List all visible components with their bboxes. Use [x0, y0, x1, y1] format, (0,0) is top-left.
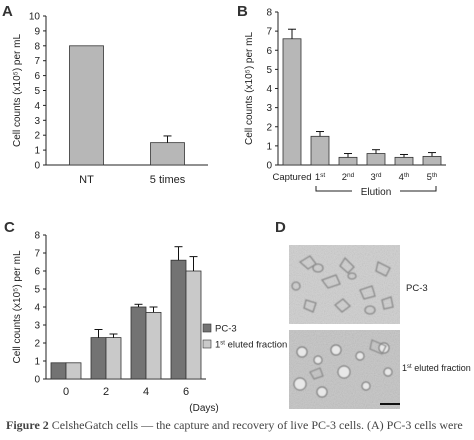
chart-a-y-tick-label: 0	[34, 161, 40, 172]
chart-a-y-tick-label: 2	[34, 131, 40, 142]
micrograph-panel: PC-3 1st eluted fraction	[289, 245, 471, 409]
chart-a-y-tick-label: 1	[34, 146, 40, 157]
chart-c-x-axis-label: (Days)	[189, 403, 218, 414]
chart-c-bar	[90, 337, 107, 380]
caption-figure-label: Figure 2	[6, 418, 49, 432]
chart-b-bar	[282, 38, 302, 166]
panel-letter-c: C	[4, 219, 15, 236]
chart-c-y-tick-label: 0	[34, 375, 40, 386]
chart-a-y-axis-label: Cell counts (x10⁵) per mL	[12, 34, 23, 148]
chart-b-y-tick-label: 3	[266, 103, 272, 114]
chart-c-y-tick-label: 4	[34, 303, 40, 314]
chart-c-y-tick-label: 2	[34, 339, 40, 350]
chart-a-y-tick-label: 4	[34, 101, 40, 112]
chart-b-group-label: Elution	[361, 187, 392, 198]
chart-c-bar	[65, 362, 82, 380]
chart-a-y-tick-label: 6	[34, 71, 40, 82]
chart-c-y-tick-label: 6	[34, 267, 40, 278]
figure-caption: Figure 2 CelsheGatch cells — the capture…	[6, 418, 474, 440]
chart-c-bar	[50, 362, 67, 380]
chart-b-y-tick-label: 4	[266, 84, 272, 95]
chart-c-bar	[145, 311, 162, 380]
chart-b-y-tick-label: 0	[266, 161, 272, 172]
chart-b-y-axis-label: Cell counts (x10⁵) per mL	[244, 32, 255, 146]
micrograph-label-eluted: 1st eluted fraction	[402, 363, 471, 373]
chart-a-y-tick-label: 7	[34, 56, 40, 67]
chart-b-bar	[366, 153, 386, 166]
micrograph-pc3	[289, 245, 400, 324]
chart-a-y-tick-label: 3	[34, 116, 40, 127]
chart-c-legend-swatch	[202, 323, 212, 333]
chart-c-y-tick-label: 8	[34, 231, 40, 242]
chart-c-y-tick-label: 7	[34, 249, 40, 260]
chart-c-bar	[170, 259, 187, 380]
chart-b-x-tick-label: 2nd	[342, 172, 355, 184]
chart-b-y-tick-label: 1	[266, 141, 272, 152]
chart-c-x-tick-label: 4	[143, 386, 149, 398]
panel-letter-b: B	[237, 3, 248, 20]
panel-letter-a: A	[2, 3, 13, 20]
chart-a-x-tick-label: 5 times	[150, 174, 186, 186]
chart-c-y-axis-label: Cell counts (x10⁵) per mL	[12, 250, 23, 364]
chart-c-x-tick-label: 6	[183, 386, 189, 398]
chart-a: 0 1 2 3 4 5 6 7 8 9 10 Cell counts (x10⁵) per mL NT 5…	[12, 12, 208, 186]
chart-b-y-tick-label: 2	[266, 122, 272, 133]
chart-c-legend-label: 1st eluted fraction	[215, 340, 287, 351]
chart-b-y-tick-label: 7	[266, 27, 272, 38]
panel-letter-d: D	[275, 219, 286, 236]
chart-c-y-tick-label: 1	[34, 357, 40, 368]
chart-b-bar	[310, 135, 330, 166]
chart-a-y-tick-label: 5	[34, 86, 40, 97]
chart-b-x-tick-label: Captured	[272, 172, 311, 183]
chart-b-bar	[394, 156, 414, 166]
chart-b-bar	[338, 156, 358, 166]
chart-c-bar	[105, 337, 122, 380]
chart-c-x-tick-label: 2	[103, 386, 109, 398]
caption-text: CelsheGatch cells — the capture and reco…	[48, 418, 463, 432]
chart-a-bar	[150, 142, 185, 166]
chart-a-y-tick-label: 10	[29, 12, 41, 23]
chart-b-x-tick-label: 5th	[427, 172, 438, 184]
chart-a-y-tick-label: 8	[34, 41, 40, 52]
chart-c-bar	[185, 270, 202, 380]
chart-c-legend-swatch	[202, 339, 212, 349]
chart-a-y-tick-label: 9	[34, 26, 40, 37]
chart-b-x-tick-label: 1st	[315, 172, 326, 184]
chart-b-y-tick-label: 5	[266, 65, 272, 76]
chart-c-bar	[130, 306, 147, 380]
chart-a-bar	[69, 45, 104, 166]
chart-c-legend-label: PC-3	[215, 324, 237, 335]
chart-c-x-tick-label: 0	[63, 386, 69, 398]
scale-bar	[380, 403, 400, 405]
chart-b-bracket-label-bg	[352, 185, 400, 197]
chart-b: 0 1 2 3 4 5 6 7 8 Cell counts (x10⁵) per mL Captur…	[244, 8, 446, 198]
chart-b-x-tick-label: 3rd	[370, 172, 381, 184]
chart-b-x-tick-label: 4th	[399, 172, 410, 184]
micrograph-eluted	[289, 330, 400, 409]
chart-b-bar	[422, 155, 442, 166]
chart-a-x-tick-label: NT	[79, 174, 94, 186]
chart-b-y-tick-label: 8	[266, 8, 272, 19]
chart-c-y-tick-label: 3	[34, 321, 40, 332]
chart-b-y-tick-label: 6	[266, 46, 272, 57]
chart-c-y-tick-label: 5	[34, 285, 40, 296]
micrograph-label-pc3: PC-3	[406, 283, 428, 294]
